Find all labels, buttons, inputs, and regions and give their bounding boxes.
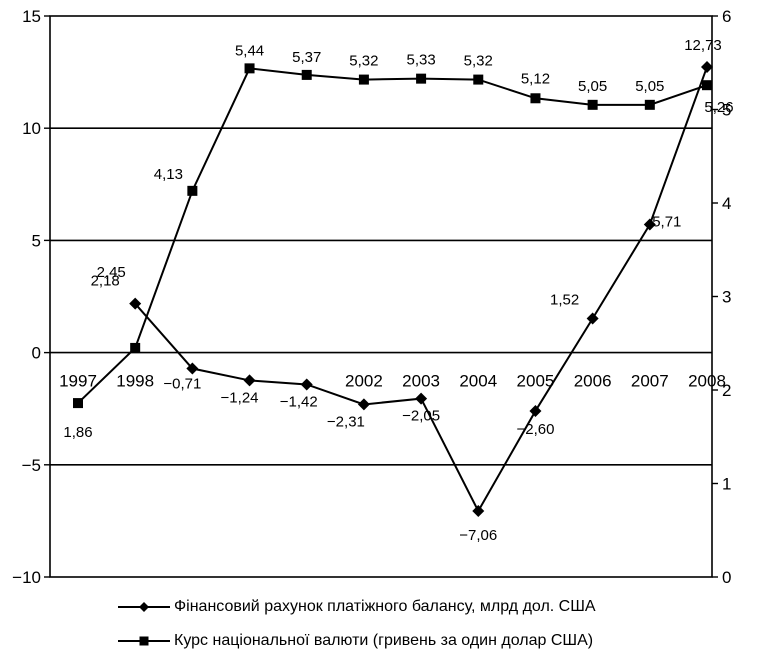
- legend-item-currency: Курс національної валюти (гривень за оди…: [118, 628, 758, 654]
- labels: 2,18 −0,71 −1,24 −1,42 −2,31 −2,05 −7,06 −2,60 1…: [63, 37, 733, 544]
- currency-data-label: 5,26: [704, 99, 733, 116]
- left-axis-tick-label: 10: [22, 119, 41, 138]
- finance-point-marker: [415, 392, 428, 405]
- currency-point-marker: [301, 69, 312, 80]
- diamond-marker-icon: [118, 602, 170, 612]
- currency-data-label: 5,33: [406, 52, 435, 69]
- finance-point-marker: [129, 297, 142, 310]
- currency-data-label: 1,86: [63, 424, 92, 441]
- finance-series-line: [134, 66, 708, 514]
- left-axis-tick-label: 5: [32, 231, 41, 250]
- series: [73, 60, 713, 518]
- x-axis-year-label: 2003: [402, 372, 440, 391]
- currency-data-label: 5,05: [635, 78, 664, 95]
- right-axis-tick-label: 5: [722, 101, 731, 120]
- x-axis-year-label: 2006: [574, 372, 612, 391]
- finance-data-label: 5,71: [652, 213, 681, 230]
- currency-data-label: 5,44: [235, 42, 264, 59]
- legend-item-finance: Фінансовий рахунок платіжного балансу, м…: [118, 594, 758, 620]
- finance-data-label: −2,05: [402, 408, 440, 425]
- finance-point-marker: [586, 312, 599, 325]
- currency-data-label: 2,45: [97, 264, 126, 281]
- currency-data-label: 5,37: [292, 49, 321, 66]
- finance-data-label: −2,60: [516, 421, 554, 438]
- x-axis-year-label: 2007: [631, 372, 669, 391]
- finance-point-marker: [243, 374, 256, 387]
- currency-point-marker: [416, 73, 427, 84]
- currency-point-marker: [244, 63, 255, 74]
- currency-point-marker: [473, 74, 484, 85]
- right-axis-tick-label: 4: [722, 194, 731, 213]
- finance-point-marker: [357, 398, 370, 411]
- right-axis-tick-label: 1: [722, 475, 731, 494]
- finance-point-marker: [300, 378, 313, 391]
- currency-point-marker: [644, 99, 655, 110]
- currency-series-line: [77, 67, 708, 404]
- legend-label-currency: Курс національної валюти (гривень за оди…: [174, 632, 594, 649]
- currency-point-marker: [130, 342, 141, 353]
- right-axis-tick-label: 0: [722, 568, 731, 587]
- square-marker-icon: [118, 636, 170, 646]
- finance-point-marker: [472, 505, 485, 518]
- currency-data-label: 4,13: [154, 166, 183, 183]
- finance-data-label: 1,52: [550, 291, 579, 308]
- currency-point-marker: [702, 80, 712, 91]
- currency-data-label: 5,32: [349, 53, 378, 70]
- finance-data-label: 2,18: [91, 273, 120, 290]
- currency-point-marker: [73, 398, 83, 409]
- finance-data-label: −7,06: [459, 527, 497, 544]
- currency-data-label: 5,05: [578, 78, 607, 95]
- left-axis-tick-label: −10: [12, 568, 41, 587]
- currency-point-marker: [587, 99, 598, 110]
- finance-data-label: −1,42: [280, 393, 318, 410]
- finance-point-marker: [701, 60, 713, 73]
- x-axis-year-label: 2002: [345, 372, 383, 391]
- finance-point-marker: [643, 218, 656, 231]
- legend-label-finance: Фінансовий рахунок платіжного балансу, м…: [174, 598, 596, 615]
- finance-data-label: −1,24: [221, 389, 259, 406]
- left-axis-tick-label: 0: [32, 344, 41, 363]
- currency-point-marker: [530, 93, 541, 104]
- finance-data-label: 12,73: [684, 37, 722, 54]
- plot-frame: [49, 15, 713, 578]
- left-axis-tick-label: 15: [22, 7, 41, 26]
- gridlines: [50, 127, 712, 466]
- x-axis-year-label: 2005: [517, 372, 555, 391]
- x-axis-year-label: 1997: [59, 372, 97, 391]
- finance-point-marker: [529, 404, 542, 417]
- currency-point-marker: [187, 185, 198, 196]
- finance-point-marker: [186, 362, 199, 375]
- left-axis-tick-label: −5: [22, 456, 41, 475]
- finance-data-label: −0,71: [163, 376, 201, 393]
- currency-data-label: 5,12: [521, 70, 550, 87]
- right-axis-tick-label: 3: [722, 288, 731, 307]
- right-axis-tick-label: 2: [722, 381, 731, 400]
- currency-point-marker: [358, 74, 369, 85]
- currency-data-label: 5,32: [464, 53, 493, 70]
- x-axis-year-label: 2004: [459, 372, 497, 391]
- x-axis-year-label: 2008: [688, 372, 726, 391]
- x-axis-year-label: 1998: [116, 372, 154, 391]
- right-axis-tick-label: 6: [722, 7, 731, 26]
- finance-data-label: −2,31: [327, 413, 365, 430]
